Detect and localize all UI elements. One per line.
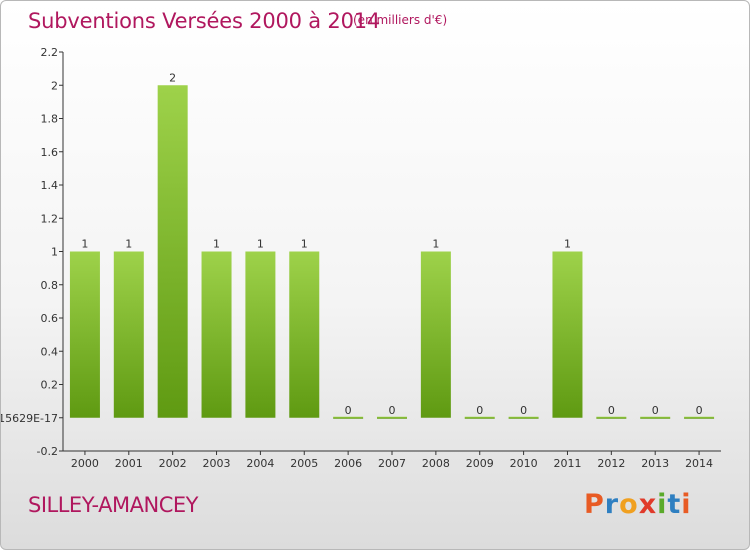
logo-letter: x (638, 489, 658, 520)
bar (201, 251, 232, 418)
x-tick-label: 2006 (334, 457, 362, 470)
logo-letter: i (657, 489, 668, 520)
bar (508, 416, 539, 419)
y-tick-label: 1.4 (41, 179, 59, 192)
y-tick-label: 1.8 (41, 113, 59, 126)
data-label: 1 (564, 238, 571, 251)
x-tick-label: 2007 (378, 457, 406, 470)
data-label: 1 (125, 238, 132, 251)
bar (684, 416, 715, 419)
x-tick-label: 2013 (641, 457, 669, 470)
logo-letter: t (667, 489, 682, 520)
bar (640, 416, 671, 419)
data-label: 1 (301, 238, 308, 251)
data-label: 0 (389, 404, 396, 417)
chart-unit: (en milliers d'€) (353, 13, 448, 27)
logo-letter: o (619, 489, 639, 520)
y-tick-label: 1.2 (41, 212, 59, 225)
data-label: 1 (213, 238, 220, 251)
commune-name: SILLEY-AMANCEY (28, 493, 198, 517)
y-tick-label: 0.6 (41, 312, 59, 325)
logo-letter: i (681, 489, 692, 520)
proxiti-logo: Proxiti (584, 489, 692, 520)
x-tick-label: 2011 (553, 457, 581, 470)
logo-letter: r (604, 489, 620, 520)
bar (69, 251, 100, 418)
x-tick-label: 2010 (510, 457, 538, 470)
y-tick-label: 0.4 (41, 345, 59, 358)
data-label: 1 (432, 238, 439, 251)
x-tick-label: 2004 (246, 457, 274, 470)
chart-title: Subventions Versées 2000 à 2014 (28, 9, 381, 33)
data-label: 2 (169, 71, 176, 84)
x-tick-label: 2000 (71, 457, 99, 470)
bar (377, 416, 407, 419)
bar (245, 251, 276, 418)
y-tick-label: 1.6 (41, 146, 59, 159)
data-label: 1 (81, 238, 88, 251)
data-label: 0 (696, 404, 703, 417)
x-tick-label: 2014 (685, 457, 713, 470)
y-tick-label: 2 (51, 79, 58, 92)
y-tick-label: 2.2 (41, 46, 59, 59)
x-tick-label: 2009 (466, 457, 494, 470)
x-tick-label: 2002 (159, 457, 187, 470)
x-tick-label: 2005 (290, 457, 318, 470)
bar (552, 251, 583, 418)
data-label: 0 (652, 404, 659, 417)
y-tick-label: 0.8 (41, 279, 59, 292)
x-tick-label: 2001 (115, 457, 143, 470)
x-tick-label: 2012 (597, 457, 625, 470)
bar (464, 416, 495, 419)
data-label: 0 (608, 404, 615, 417)
y-tick-label: -0.2 (37, 445, 58, 458)
logo-letter: P (584, 489, 605, 520)
x-tick-label: 2003 (203, 457, 231, 470)
bar (113, 251, 144, 418)
bar (157, 85, 188, 418)
bar (420, 251, 451, 418)
data-label: 1 (257, 238, 264, 251)
y-tick-label: 0.2 (41, 379, 59, 392)
bar (289, 251, 320, 418)
bar (333, 416, 364, 419)
data-label: 0 (345, 404, 352, 417)
y-tick-label: -1.5615629E-17 (1, 412, 58, 425)
data-label: 0 (520, 404, 527, 417)
bar (596, 416, 627, 419)
x-tick-label: 2008 (422, 457, 450, 470)
data-label: 0 (476, 404, 483, 417)
y-tick-label: 1 (51, 246, 58, 259)
